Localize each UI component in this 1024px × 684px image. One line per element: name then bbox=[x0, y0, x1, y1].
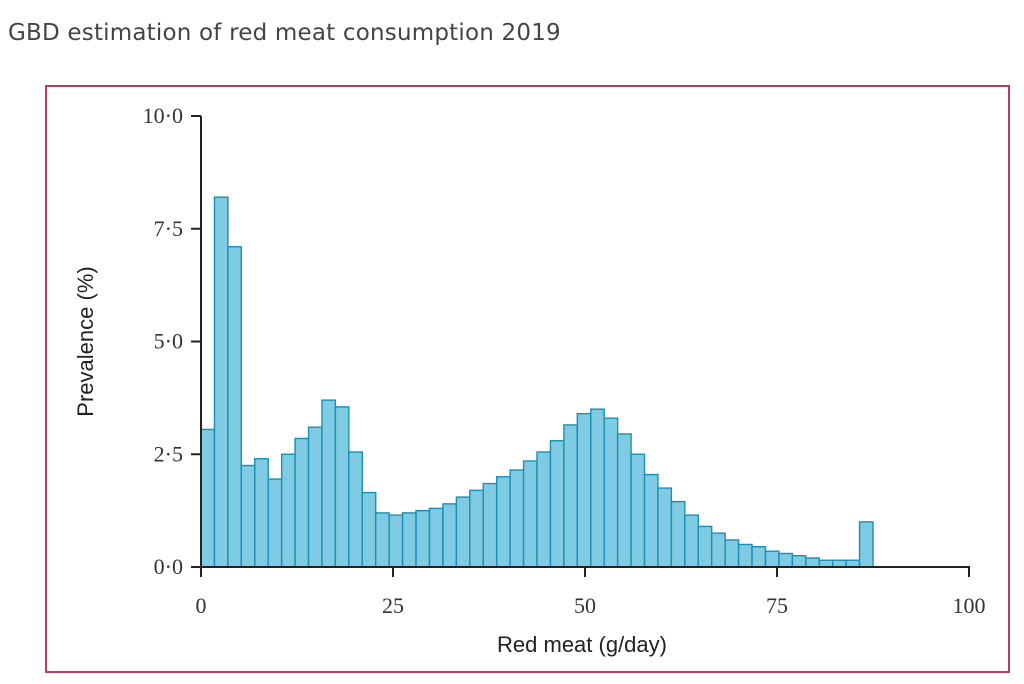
histogram-bar bbox=[401, 512, 417, 568]
chart-frame bbox=[45, 85, 1010, 673]
page-title: GBD estimation of red meat consumption 2… bbox=[8, 20, 561, 46]
histogram-bar bbox=[361, 491, 377, 568]
x-tick-label: 75 bbox=[766, 593, 788, 618]
histogram-bar bbox=[294, 437, 310, 568]
tick-labels-group: 0·0 2·5 5·0 7·5 10·0 0 25 50 75 100 bbox=[143, 103, 986, 618]
histogram-bar bbox=[227, 246, 243, 568]
histogram-bar bbox=[321, 399, 337, 568]
histogram-bar bbox=[267, 478, 283, 568]
histogram-bar bbox=[603, 417, 619, 568]
x-axis-title: Red meat (g/day) bbox=[497, 632, 667, 657]
histogram-bar bbox=[764, 550, 780, 568]
histogram-bar bbox=[522, 460, 538, 568]
histogram-bar bbox=[831, 559, 847, 568]
histogram-bar bbox=[388, 514, 404, 568]
histogram-bar bbox=[348, 451, 363, 568]
histogram-bar bbox=[509, 469, 525, 568]
histogram-bar bbox=[563, 424, 579, 568]
histogram-bar bbox=[549, 440, 565, 568]
x-tick-label: 50 bbox=[574, 593, 596, 618]
histogram-bar bbox=[375, 512, 390, 568]
histogram-bar bbox=[791, 555, 807, 568]
histogram-bar bbox=[442, 503, 458, 568]
histogram-bar bbox=[778, 552, 794, 568]
histogram-bar bbox=[657, 487, 673, 568]
histogram-bar bbox=[240, 464, 256, 568]
histogram-bar bbox=[576, 412, 592, 568]
histogram-bar bbox=[858, 521, 874, 568]
y-tick-label: 7·5 bbox=[154, 216, 183, 241]
histogram-bar bbox=[818, 559, 834, 568]
x-tick-label: 25 bbox=[382, 593, 404, 618]
histogram-bar bbox=[590, 408, 605, 568]
histogram-bar bbox=[643, 473, 659, 568]
histogram-bar bbox=[482, 482, 498, 568]
y-tick-label: 10·0 bbox=[143, 103, 183, 128]
histogram-bar bbox=[737, 543, 753, 568]
histogram-bar bbox=[415, 509, 431, 568]
histogram-bar bbox=[845, 559, 861, 568]
histogram-bar bbox=[469, 489, 484, 568]
histogram-bar bbox=[455, 496, 471, 568]
axes-group bbox=[191, 115, 970, 577]
histogram-bar bbox=[495, 476, 511, 568]
bars-group bbox=[200, 196, 874, 568]
histogram-bar bbox=[805, 557, 820, 568]
y-tick-label: 0·0 bbox=[154, 554, 183, 579]
histogram-bar bbox=[200, 428, 216, 568]
histogram-bar bbox=[536, 451, 552, 568]
histogram-bar bbox=[213, 196, 229, 568]
histogram-bar bbox=[697, 525, 713, 568]
y-tick-label: 5·0 bbox=[154, 329, 183, 354]
histogram-bar bbox=[307, 426, 323, 568]
histogram-bar bbox=[724, 539, 740, 568]
histogram-bar bbox=[670, 500, 686, 568]
histogram-bar bbox=[616, 433, 632, 568]
histogram-bar bbox=[630, 453, 646, 568]
x-tick-label: 0 bbox=[196, 593, 207, 618]
histogram-bar bbox=[334, 406, 350, 568]
y-axis-title: Prevalence (%) bbox=[73, 266, 98, 416]
histogram-bar bbox=[711, 532, 726, 568]
x-tick-label: 100 bbox=[953, 593, 986, 618]
y-tick-label: 2·5 bbox=[154, 441, 183, 466]
histogram-bar bbox=[684, 514, 699, 568]
histogram-bar bbox=[751, 546, 767, 568]
histogram-bar bbox=[280, 453, 296, 568]
histogram-bar bbox=[428, 507, 444, 568]
histogram-bar bbox=[254, 458, 269, 568]
